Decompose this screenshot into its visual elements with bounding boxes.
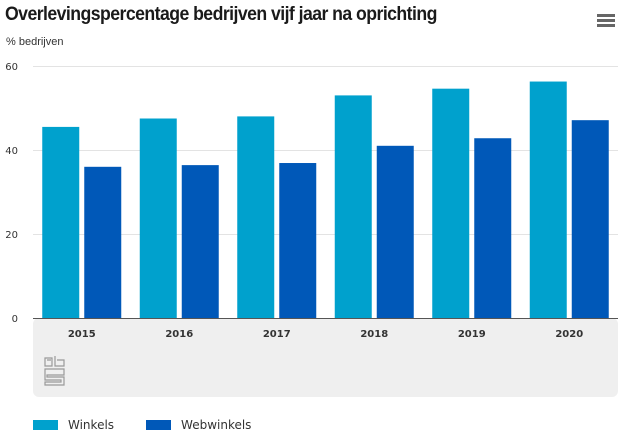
legend: Winkels Webwinkels xyxy=(33,418,283,432)
bar-winkels-2019[interactable] xyxy=(432,88,470,319)
bar-webwinkels-2017[interactable] xyxy=(279,163,317,318)
bar-webwinkels-2016[interactable] xyxy=(181,165,219,318)
bar-webwinkels-2020[interactable] xyxy=(571,120,609,319)
y-tick-label: 60 xyxy=(5,62,18,73)
y-tick-label: 40 xyxy=(5,146,18,157)
bar-winkels-2016[interactable] xyxy=(139,118,177,319)
chart-title: Overlevingspercentage bedrijven vijf jaa… xyxy=(5,4,437,25)
legend-swatch xyxy=(33,420,58,430)
y-tick-label: 0 xyxy=(12,314,18,325)
x-tick-label: 2019 xyxy=(458,329,486,340)
x-tick-label: 2015 xyxy=(68,329,96,340)
legend-item-winkels[interactable]: Winkels xyxy=(33,418,114,432)
legend-item-webwinkels[interactable]: Webwinkels xyxy=(146,418,251,432)
bar-winkels-2018[interactable] xyxy=(334,95,372,319)
legend-label: Winkels xyxy=(68,418,115,432)
x-axis-panel xyxy=(33,318,618,397)
x-tick-label: 2017 xyxy=(263,329,291,340)
legend-swatch xyxy=(146,420,172,430)
bar-winkels-2015[interactable] xyxy=(42,126,80,319)
bar-webwinkels-2015[interactable] xyxy=(84,166,122,318)
chart-subtitle: % bedrijven xyxy=(6,36,64,48)
bar-winkels-2017[interactable] xyxy=(237,116,275,319)
bar-webwinkels-2019[interactable] xyxy=(474,138,512,318)
x-tick-label: 2020 xyxy=(555,329,583,340)
legend-label: Webwinkels xyxy=(181,418,252,432)
bar-webwinkels-2018[interactable] xyxy=(376,145,414,318)
cbs-logo-icon xyxy=(44,356,65,386)
x-tick-label: 2016 xyxy=(165,329,193,340)
x-tick-label: 2018 xyxy=(360,329,388,340)
bar-winkels-2020[interactable] xyxy=(529,81,567,318)
hamburger-menu-icon[interactable] xyxy=(597,14,615,30)
y-tick-label: 20 xyxy=(5,230,18,241)
